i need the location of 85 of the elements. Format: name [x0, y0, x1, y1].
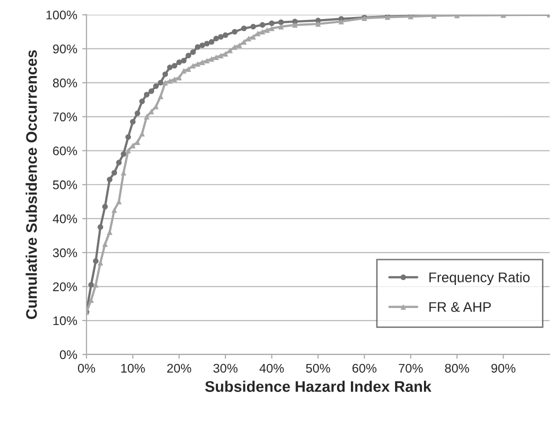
point	[148, 88, 154, 94]
x-tick-label: 10%	[121, 364, 145, 373]
x-tick-label: 20%	[167, 364, 192, 373]
point	[153, 83, 159, 89]
y-tick-label: 20%	[53, 282, 78, 292]
point	[158, 94, 164, 100]
point	[250, 24, 256, 30]
point	[268, 20, 275, 26]
y-tick-label: 90%	[53, 44, 78, 54]
point	[176, 60, 182, 66]
point	[88, 282, 94, 288]
legend-label: Frequency Ratio	[429, 272, 530, 286]
point	[120, 151, 126, 157]
y-tick-label: 70%	[53, 112, 78, 122]
point	[180, 58, 187, 64]
point	[199, 42, 206, 48]
point	[260, 28, 266, 35]
point	[204, 58, 210, 64]
point	[213, 54, 219, 60]
point	[112, 170, 118, 176]
point	[213, 36, 219, 42]
x-tick-label: 90%	[491, 364, 516, 373]
point	[236, 42, 242, 48]
y-tick-label: 80%	[52, 78, 78, 88]
point	[134, 110, 140, 116]
x-axis-title: Subsidence Hazard Index Rank	[205, 380, 432, 392]
point	[218, 34, 224, 40]
point	[338, 18, 344, 24]
point	[139, 98, 145, 104]
point	[172, 76, 178, 82]
point	[260, 22, 266, 28]
point	[222, 32, 228, 38]
point	[278, 19, 284, 26]
x-tick-label: 40%	[260, 364, 284, 373]
point	[222, 51, 228, 57]
point	[186, 52, 192, 58]
point	[218, 52, 224, 58]
point	[278, 24, 284, 30]
point	[268, 26, 275, 32]
y-tick-label: 40%	[52, 214, 78, 224]
x-tick-label: 30%	[213, 364, 238, 373]
point	[158, 80, 164, 86]
point	[232, 28, 238, 35]
x-tick-label: 0%	[78, 364, 96, 373]
legend-label: FR & AHP	[429, 302, 491, 312]
point	[190, 49, 196, 55]
point	[144, 114, 150, 120]
point	[199, 60, 206, 66]
y-tick-label: 60%	[53, 146, 78, 156]
x-tick-label: 50%	[306, 364, 330, 373]
point	[102, 241, 108, 247]
point	[186, 66, 192, 72]
point	[208, 56, 214, 62]
y-tick-label: 10%	[53, 316, 78, 326]
point	[208, 39, 214, 45]
point	[144, 92, 150, 98]
point	[250, 34, 256, 40]
point	[194, 61, 200, 67]
y-tick-label: 100%	[46, 10, 78, 20]
y-tick-label: 30%	[52, 248, 78, 258]
y-tick-label: 50%	[52, 180, 78, 190]
point	[204, 40, 210, 46]
x-tick-label: 60%	[352, 364, 376, 373]
point	[172, 62, 178, 69]
point	[106, 176, 112, 182]
point	[112, 207, 118, 213]
point	[241, 26, 247, 32]
point	[264, 27, 270, 33]
point	[176, 74, 182, 80]
point	[125, 134, 131, 140]
point	[92, 258, 99, 264]
point	[194, 44, 200, 50]
point	[167, 78, 173, 84]
point	[116, 160, 122, 166]
point	[167, 64, 173, 70]
y-axis-title: Cumulative Subsidence Occurrences	[26, 50, 37, 319]
point	[102, 204, 108, 210]
point	[162, 71, 168, 77]
x-tick-label: 80%	[445, 364, 470, 373]
point	[130, 119, 136, 125]
y-tick-label: 0%	[60, 350, 78, 360]
point	[98, 224, 104, 230]
point	[125, 148, 131, 154]
point	[162, 80, 168, 86]
x-tick-label: 70%	[398, 364, 423, 373]
